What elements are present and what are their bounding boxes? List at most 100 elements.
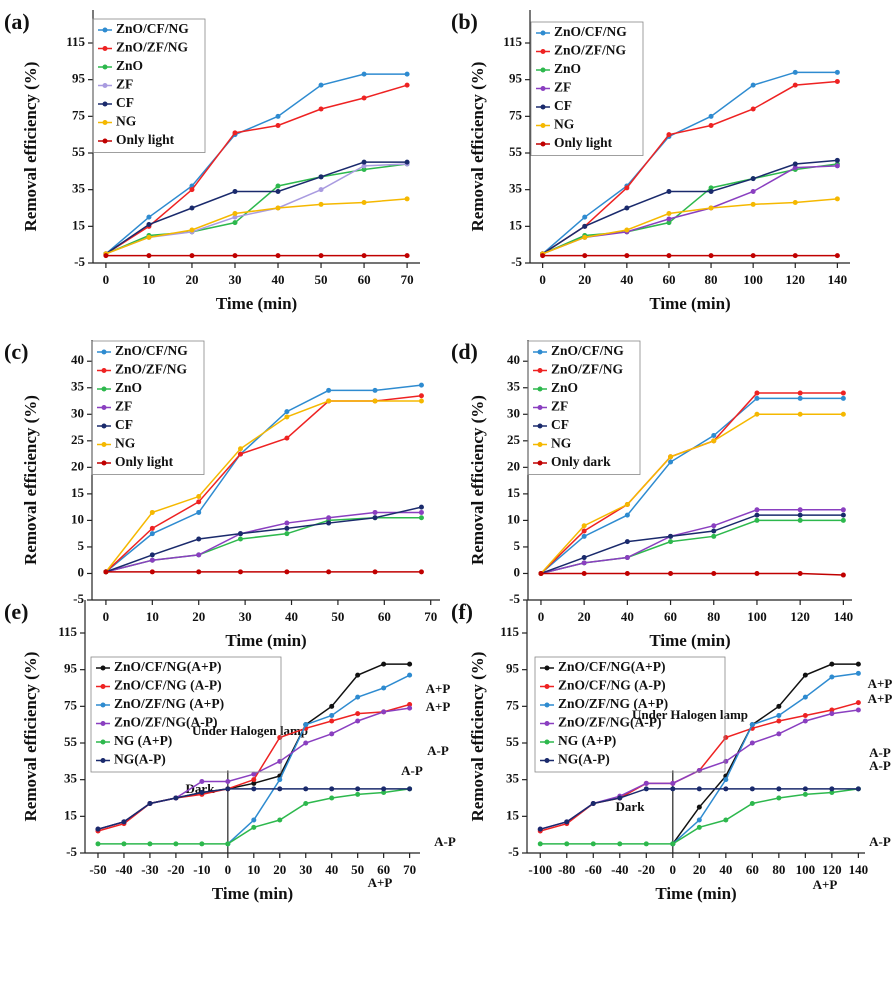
legend-label: NG (A+P): [558, 733, 616, 748]
x-tick-label: 0: [539, 272, 546, 287]
y-tick-label: 35: [71, 379, 85, 394]
legend-label: ZnO: [115, 380, 142, 395]
series-line: [105, 163, 408, 255]
legend-label: Only dark: [551, 454, 611, 469]
y-axis-label: Removal efficiency (%): [468, 395, 487, 565]
legend-marker: [101, 423, 107, 429]
x-tick-label: 40: [621, 609, 634, 624]
y-tick-label: 115: [58, 624, 77, 639]
x-tick-label: 80: [772, 862, 785, 877]
data-point: [275, 253, 281, 259]
data-point: [582, 214, 588, 220]
legend-marker: [540, 104, 546, 110]
data-point: [776, 786, 782, 792]
data-point: [381, 790, 387, 795]
data-point: [617, 841, 623, 847]
legend-marker: [101, 405, 107, 410]
data-point: [666, 189, 672, 194]
annotation: A-P: [434, 834, 456, 849]
legend-marker: [540, 141, 546, 147]
data-point: [792, 69, 798, 75]
series-line: [540, 397, 844, 575]
x-tick-label: 20: [693, 862, 706, 877]
legend-label: NG(A-P): [558, 752, 610, 767]
legend-marker: [537, 368, 543, 373]
data-point: [840, 512, 846, 518]
data-point: [149, 509, 155, 515]
legend-marker: [540, 67, 546, 73]
y-tick-label: 115: [66, 34, 85, 49]
x-axis-label: Time (min): [212, 884, 293, 903]
y-tick-label: 35: [506, 771, 520, 786]
data-point: [581, 523, 587, 529]
data-point: [355, 711, 361, 717]
data-point: [418, 382, 424, 388]
x-tick-label: 20: [273, 862, 286, 877]
legend-marker: [100, 665, 106, 671]
legend-marker: [544, 665, 550, 671]
data-point: [668, 459, 674, 465]
data-point: [776, 713, 782, 718]
data-point: [173, 841, 179, 847]
data-point: [372, 398, 378, 404]
data-point: [418, 509, 424, 515]
data-point: [237, 536, 243, 542]
data-point: [372, 509, 378, 515]
data-point: [802, 718, 808, 724]
series-line: [105, 73, 408, 255]
data-point: [275, 183, 281, 189]
y-axis-label: Removal efficiency (%): [468, 62, 487, 232]
data-point: [277, 735, 283, 740]
legend-label: Only light: [554, 135, 613, 150]
data-point: [326, 569, 332, 575]
data-point: [418, 515, 424, 521]
y-tick-label: -5: [508, 844, 519, 859]
data-point: [834, 253, 840, 259]
data-point: [581, 533, 587, 539]
data-point: [277, 786, 283, 792]
x-tick-label: 60: [746, 862, 759, 877]
series-line: [542, 163, 838, 255]
data-point: [237, 451, 243, 457]
x-tick-label: 0: [670, 862, 677, 877]
data-point: [540, 253, 546, 259]
data-point: [750, 82, 756, 88]
x-tick-label: 60: [377, 862, 390, 877]
data-point: [196, 552, 202, 558]
data-point: [711, 523, 717, 529]
data-point: [754, 512, 760, 518]
series-line: [105, 198, 408, 255]
panel-label: (c): [4, 339, 28, 364]
legend-label: NG: [115, 436, 136, 451]
legend-marker: [102, 120, 108, 125]
legend-marker: [101, 349, 107, 355]
legend-label: NG (A+P): [114, 733, 172, 748]
data-point: [624, 539, 630, 545]
annotation: A+P: [868, 676, 893, 691]
x-tick-label: 20: [578, 609, 591, 624]
data-point: [361, 253, 367, 259]
data-point: [318, 253, 324, 259]
y-tick-label: 75: [506, 697, 520, 712]
legend-marker: [102, 83, 108, 88]
data-point: [303, 722, 309, 728]
data-point: [624, 570, 630, 576]
legend-box: [534, 656, 726, 773]
annotation: A-P: [869, 834, 891, 849]
x-tick-label: 0: [103, 272, 110, 287]
y-tick-label: 10: [507, 511, 520, 526]
legend-marker: [537, 460, 543, 466]
data-point: [275, 205, 281, 211]
data-point: [232, 130, 238, 136]
data-point: [840, 572, 846, 578]
data-point: [361, 167, 367, 172]
data-point: [829, 661, 835, 667]
data-point: [754, 570, 760, 576]
data-point: [749, 740, 755, 746]
series-line: [105, 161, 408, 255]
data-point: [284, 414, 290, 420]
annotation: A+P: [813, 877, 838, 892]
legend-label: ZF: [551, 399, 568, 414]
legend-box: [527, 340, 641, 475]
annotation: A-P: [869, 745, 891, 760]
